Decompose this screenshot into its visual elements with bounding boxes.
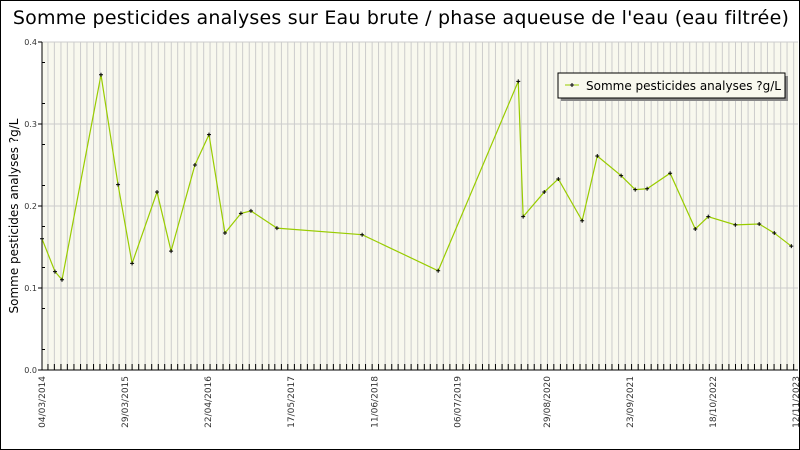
data-point [360,232,365,237]
data-point [40,236,44,241]
data-point [668,171,673,176]
data-point [521,214,526,219]
data-point [757,222,762,227]
chart-title: Somme pesticides analyses sur Eau brute … [12,7,790,29]
x-tick-label: 29/08/2020 [543,376,553,428]
data-point [274,226,279,231]
x-tick-label: 17/05/2017 [287,376,297,428]
data-point [772,231,777,236]
data-point [516,79,521,84]
x-tick-label: 04/03/2014 [38,376,48,428]
y-axis-label: Somme pesticides analyses ?g/L [7,118,21,313]
y-tick-label: 0.2 [24,202,37,211]
y-tick-label: 0.1 [24,284,37,293]
data-point [619,173,624,178]
data-point [116,182,121,187]
x-tick-label: 06/07/2019 [453,376,463,428]
x-tick-label: 22/04/2016 [204,376,214,428]
data-point [60,277,65,282]
data-point [556,176,561,181]
data-point [789,244,794,249]
data-point [645,186,650,191]
data-point [706,214,711,219]
data-point [436,268,441,273]
data-point [52,269,57,274]
data-point [130,261,135,266]
data-point [733,222,738,227]
x-tick-label: 12/11/2023 [792,376,800,428]
data-point [542,190,547,195]
x-tick-label: 11/06/2018 [370,376,380,428]
data-point [206,132,211,137]
data-point [222,231,227,236]
y-tick-label: 0.4 [24,38,37,47]
data-point [595,153,600,158]
legend-box [557,72,786,99]
legend-label: Somme pesticides analyses ?g/L [586,79,781,93]
y-tick-label: 0.0 [24,366,37,375]
x-tick-label: 29/03/2015 [121,376,131,428]
data-point [248,208,253,213]
data-point [580,218,585,223]
data-point [633,187,638,192]
legend-marker [570,83,574,87]
series-line [41,74,792,282]
data-point [169,249,174,254]
x-tick-label: 18/10/2022 [709,376,719,428]
data-point [98,72,103,77]
y-tick-label: 0.3 [24,120,37,129]
data-point [693,226,698,231]
x-tick-label: 23/09/2021 [626,376,636,428]
data-point [238,211,243,216]
data-point [155,190,160,195]
data-point [192,163,197,167]
